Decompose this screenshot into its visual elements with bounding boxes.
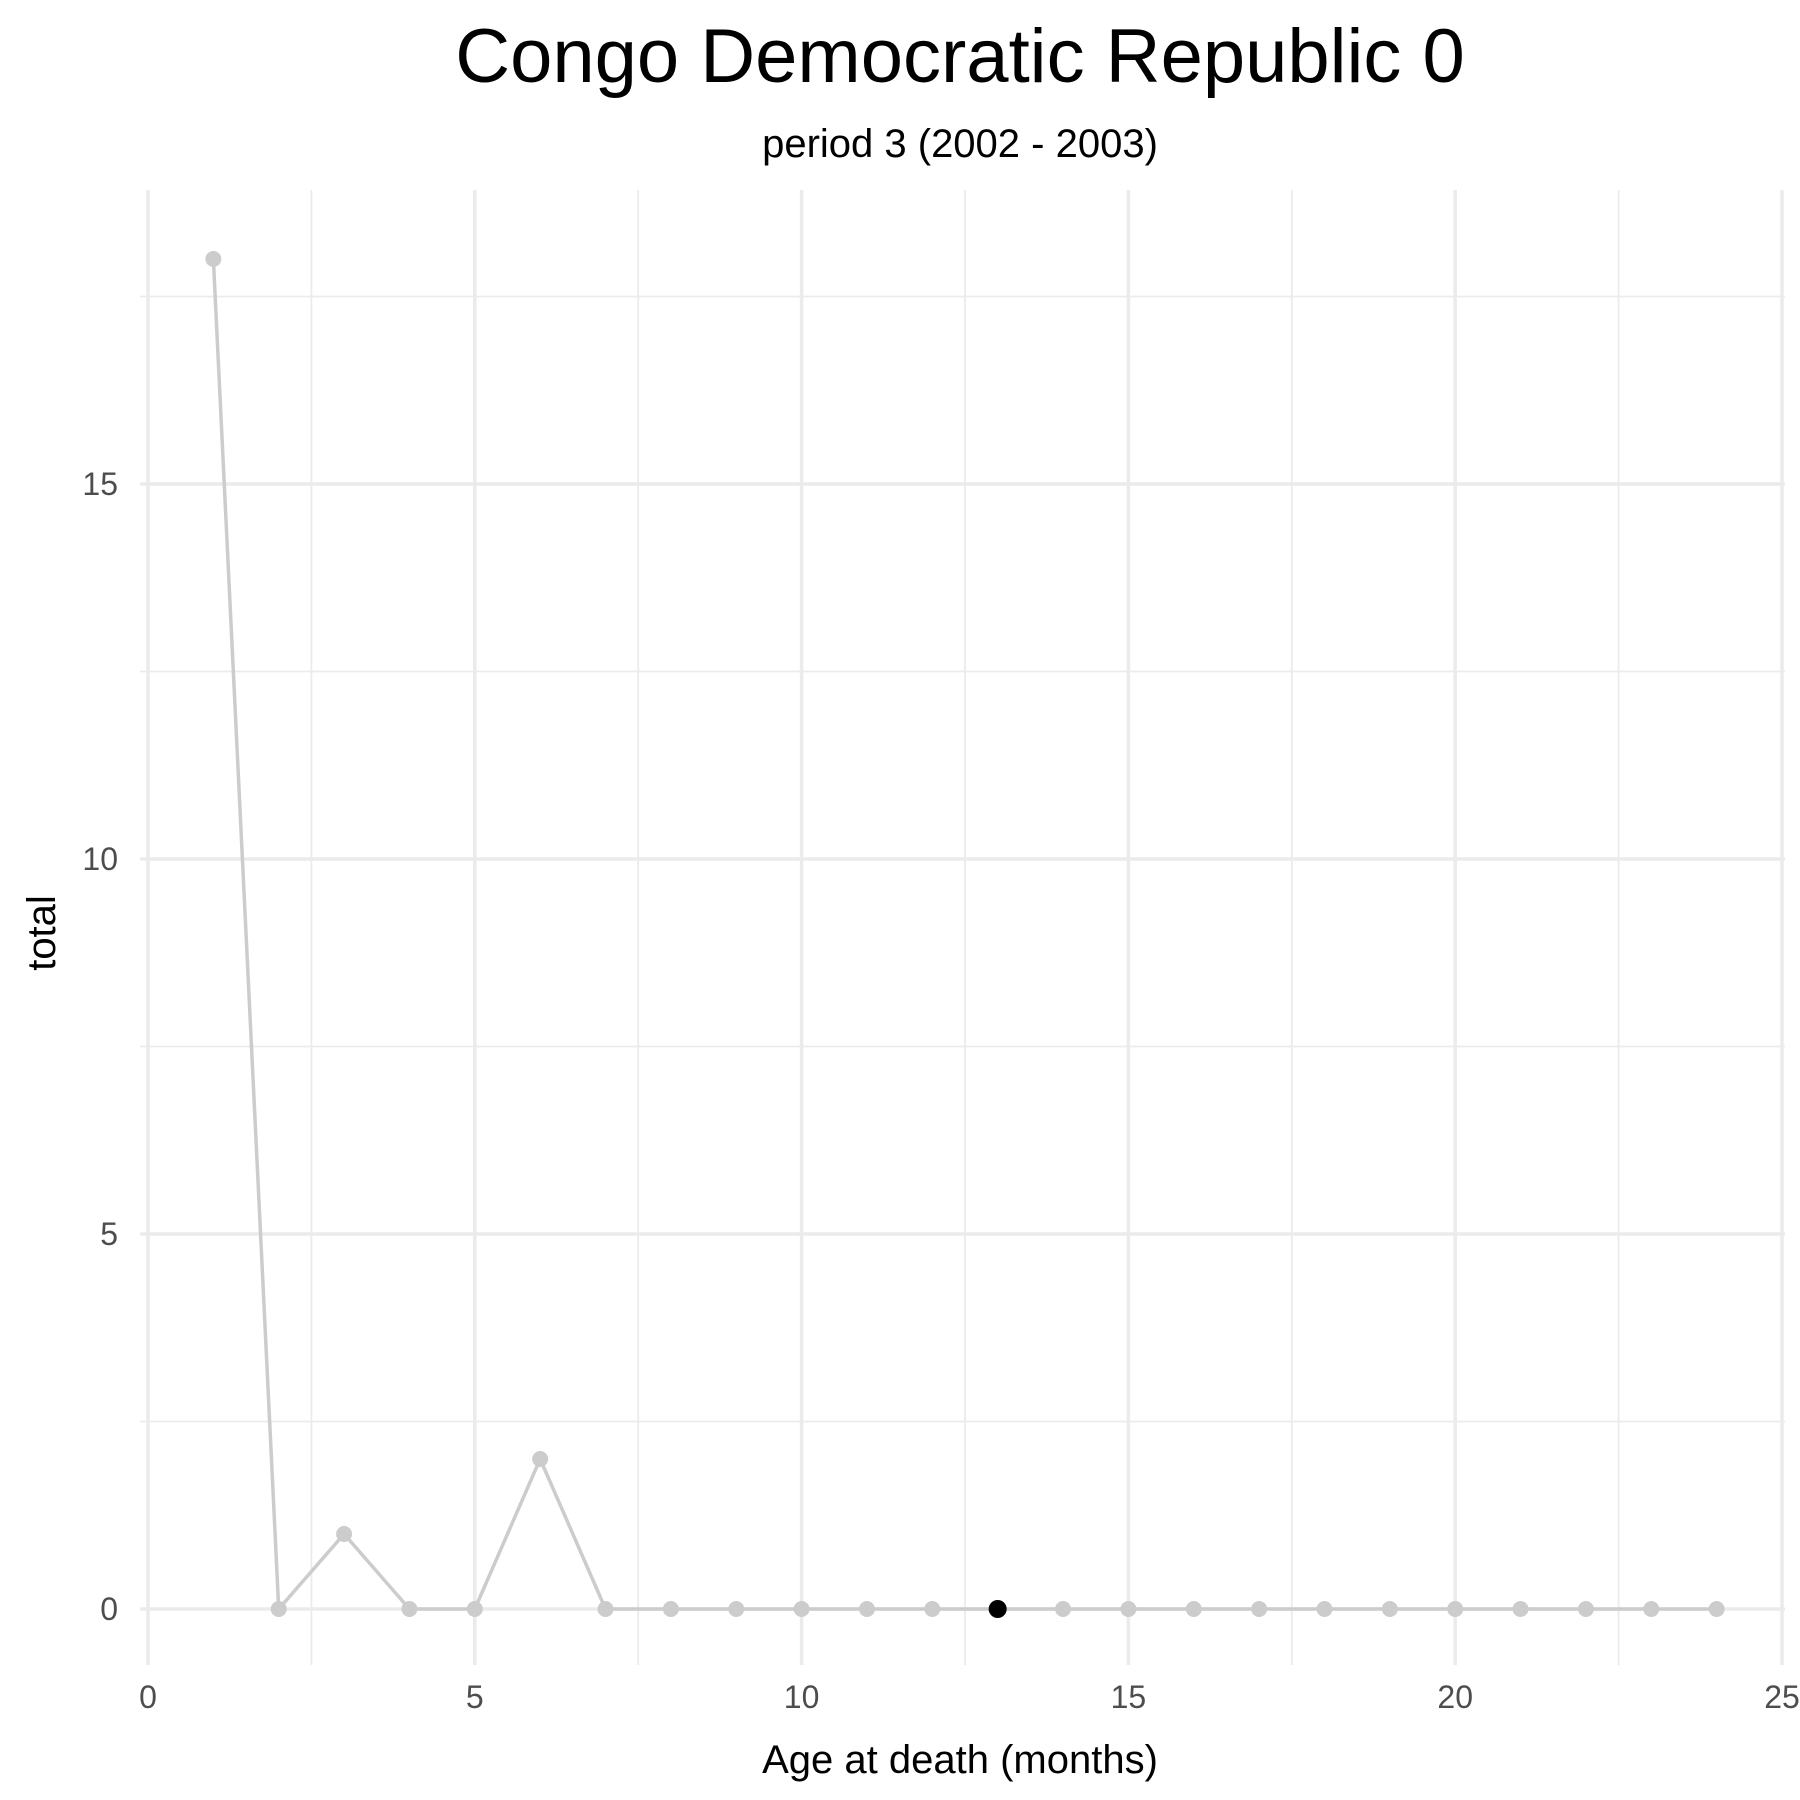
plot-panel bbox=[140, 190, 1785, 1665]
data-point bbox=[1120, 1601, 1137, 1617]
data-point bbox=[1577, 1601, 1594, 1617]
grid-major bbox=[140, 190, 1785, 1665]
data-point bbox=[728, 1601, 745, 1617]
data-point bbox=[1447, 1601, 1464, 1617]
x-tick-label: 15 bbox=[1111, 1679, 1147, 1715]
highlight-point bbox=[988, 1600, 1007, 1618]
data-point bbox=[1512, 1601, 1529, 1617]
data-point bbox=[858, 1601, 875, 1617]
data-point bbox=[466, 1601, 483, 1617]
data-point bbox=[270, 1601, 287, 1617]
x-tick-label: 10 bbox=[784, 1679, 820, 1715]
x-tick-label: 0 bbox=[139, 1679, 157, 1715]
series-line bbox=[211, 258, 1717, 1611]
data-point bbox=[532, 1451, 549, 1467]
data-point bbox=[1643, 1601, 1660, 1617]
data-point bbox=[401, 1601, 418, 1617]
data-point bbox=[1251, 1601, 1268, 1617]
data-point bbox=[1708, 1601, 1725, 1617]
highlight-layer bbox=[988, 1600, 1007, 1618]
data-point bbox=[1185, 1601, 1202, 1617]
grid-minor bbox=[140, 190, 1785, 1665]
series-points-group bbox=[205, 251, 1725, 1617]
y-axis-ticks: 0 5 10 15 bbox=[82, 466, 118, 1627]
x-tick-label: 25 bbox=[1764, 1679, 1800, 1715]
data-point bbox=[205, 251, 222, 267]
y-tick-label: 0 bbox=[100, 1591, 118, 1627]
data-point bbox=[1381, 1601, 1398, 1617]
x-axis-title: Age at death (months) bbox=[762, 1738, 1158, 1782]
data-point bbox=[924, 1601, 941, 1617]
x-axis-ticks: 0 5 10 15 20 25 bbox=[139, 1679, 1800, 1715]
data-point bbox=[336, 1526, 353, 1542]
y-tick-label: 10 bbox=[82, 841, 118, 877]
x-tick-label: 20 bbox=[1437, 1679, 1473, 1715]
data-point bbox=[1316, 1601, 1333, 1617]
data-point bbox=[793, 1601, 810, 1617]
y-tick-label: 15 bbox=[82, 466, 118, 502]
chart-title: Congo Democratic Republic 0 bbox=[455, 14, 1465, 99]
y-tick-label: 5 bbox=[100, 1216, 118, 1252]
series-line-group bbox=[211, 258, 1717, 1611]
data-point bbox=[1055, 1601, 1072, 1617]
y-axis-title: total bbox=[20, 895, 64, 971]
x-tick-label: 5 bbox=[466, 1679, 484, 1715]
data-point bbox=[597, 1601, 614, 1617]
data-point bbox=[662, 1601, 679, 1617]
chart-subtitle: period 3 (2002 - 2003) bbox=[762, 122, 1158, 166]
